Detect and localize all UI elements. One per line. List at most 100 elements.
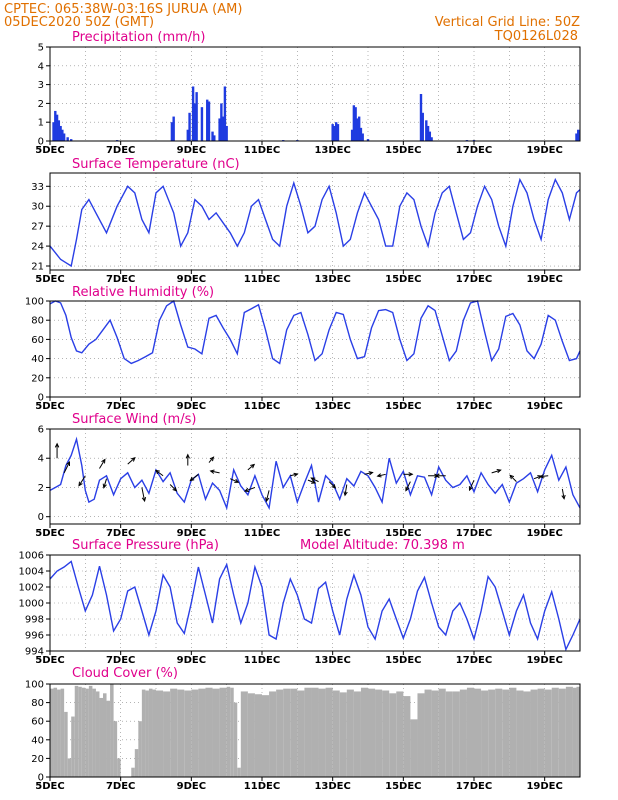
humidity-ytick-label: 80 <box>31 316 44 327</box>
wind-vector-head <box>376 473 382 478</box>
cloud-bar <box>572 687 577 777</box>
precip-bar <box>333 125 336 141</box>
temperature-xtick-label: 19DEC <box>526 274 562 285</box>
cloud-bar <box>138 721 142 777</box>
precip-xtick-label: 5DEC <box>35 145 64 156</box>
cloud-xtick-label: 9DEC <box>177 781 206 792</box>
cloud-bar <box>81 687 86 777</box>
temperature-ytick-label: 30 <box>31 202 44 213</box>
cloud-ytick-label: 40 <box>31 735 44 746</box>
cloud-bar <box>481 690 489 777</box>
wind-xtick-label: 19DEC <box>526 528 562 539</box>
cloud-bar <box>78 686 82 777</box>
precip-xtick-label: 13DEC <box>314 145 350 156</box>
precip-bar <box>575 133 578 141</box>
wind-vector <box>244 486 256 492</box>
precip-bar <box>57 120 61 141</box>
wind-vector <box>247 464 255 471</box>
wind-vector <box>290 473 298 477</box>
pressure-xtick-label: 11DEC <box>244 655 280 666</box>
precip-bar <box>213 135 216 141</box>
wind-vector <box>78 475 86 486</box>
station-title: CPTEC: 065:38W-03:16S JURUA (AM) <box>4 2 242 17</box>
precip-bar <box>350 129 354 141</box>
precip-bar <box>207 101 211 141</box>
cloud-bar <box>67 758 72 777</box>
cloud-bar <box>64 711 68 777</box>
cloud-bar <box>156 690 164 777</box>
cloud-bar <box>74 685 79 777</box>
humidity-frame <box>49 300 581 398</box>
precip-bar <box>218 118 221 141</box>
wind-xtick-label: 7DEC <box>106 528 135 539</box>
humidity-ytick-label: 40 <box>31 354 44 365</box>
humidity-line <box>49 299 581 365</box>
cloud-bar <box>152 689 156 777</box>
precip-bar <box>577 129 580 141</box>
cloud-bar <box>60 688 65 777</box>
wind-vector <box>141 487 146 502</box>
cloud-bar <box>88 685 93 777</box>
cloud-bar <box>502 689 510 777</box>
wind-vector-head <box>209 469 215 474</box>
cloud-bar <box>254 694 262 777</box>
wind-vector-head <box>141 496 147 503</box>
cloud-bar <box>283 688 291 777</box>
pressure-xtick-label: 19DEC <box>526 655 562 666</box>
wind-vector <box>155 469 164 477</box>
cloud-bar <box>237 767 241 777</box>
precip-bar <box>335 122 338 141</box>
wind-vector <box>491 469 501 474</box>
wind-ytick-label: 0 <box>38 512 44 523</box>
cloud-bar <box>170 688 178 777</box>
cloud-bar <box>544 689 552 777</box>
wind-vector-head <box>331 483 337 489</box>
wind-vector-head <box>561 494 566 500</box>
pressure-ytick-label: 994 <box>25 647 44 658</box>
cloud-bar <box>145 690 149 777</box>
wind-xtick-label: 17DEC <box>456 528 492 539</box>
precip-bar <box>356 118 359 141</box>
cloud-bar <box>417 693 425 777</box>
pressure-title: Surface Pressure (hPa) <box>72 538 219 553</box>
wind-line <box>49 436 581 511</box>
wind-vector-head <box>101 458 106 464</box>
wind-vector <box>469 479 475 491</box>
humidity-xtick-label: 5DEC <box>35 401 64 412</box>
cloud-bar <box>163 691 171 777</box>
plot-panels: 0 1 2 3 4 5 5DEC 7DEC 9DEC 11DEC 13DEC 15DEC 17DEC 19… <box>19 43 581 792</box>
precip-bar <box>70 139 73 141</box>
cloud-bar <box>148 688 153 777</box>
precip-bar <box>220 103 223 141</box>
wind-vector <box>265 490 270 502</box>
precip-bar <box>354 107 357 141</box>
cloud-bar <box>466 687 474 777</box>
wind-vector-head <box>265 497 270 503</box>
precip-bar <box>352 105 356 141</box>
cloud-bar <box>85 688 89 777</box>
cloud-bar <box>113 721 118 777</box>
precip-bar <box>195 92 198 141</box>
cloud-bar <box>106 700 111 777</box>
cloud-bar <box>240 691 248 777</box>
wind-vector-head <box>78 481 83 487</box>
precip-bar <box>428 131 432 141</box>
wind-vector-head <box>496 469 502 474</box>
pressure-xtick-label: 13DEC <box>314 655 350 666</box>
wind-vector <box>405 481 411 491</box>
precip-bar <box>52 122 55 141</box>
grid-line-note: Vertical Grid Line: 50Z <box>435 15 580 30</box>
cloud-bar <box>99 697 103 777</box>
wind-vector-head <box>434 473 440 478</box>
cloud-xtick-label: 17DEC <box>456 781 492 792</box>
cloud-xtick-label: 7DEC <box>106 781 135 792</box>
precip-bar <box>188 112 191 141</box>
cloud-ytick-label: 80 <box>31 698 44 709</box>
cloud-bar <box>290 688 298 777</box>
cloud-bar <box>50 688 54 777</box>
cloud-xtick-label: 15DEC <box>385 781 421 792</box>
precip-bar <box>54 110 57 141</box>
cloud-ytick-label: 100 <box>25 680 44 691</box>
temperature-xtick-label: 11DEC <box>244 274 280 285</box>
